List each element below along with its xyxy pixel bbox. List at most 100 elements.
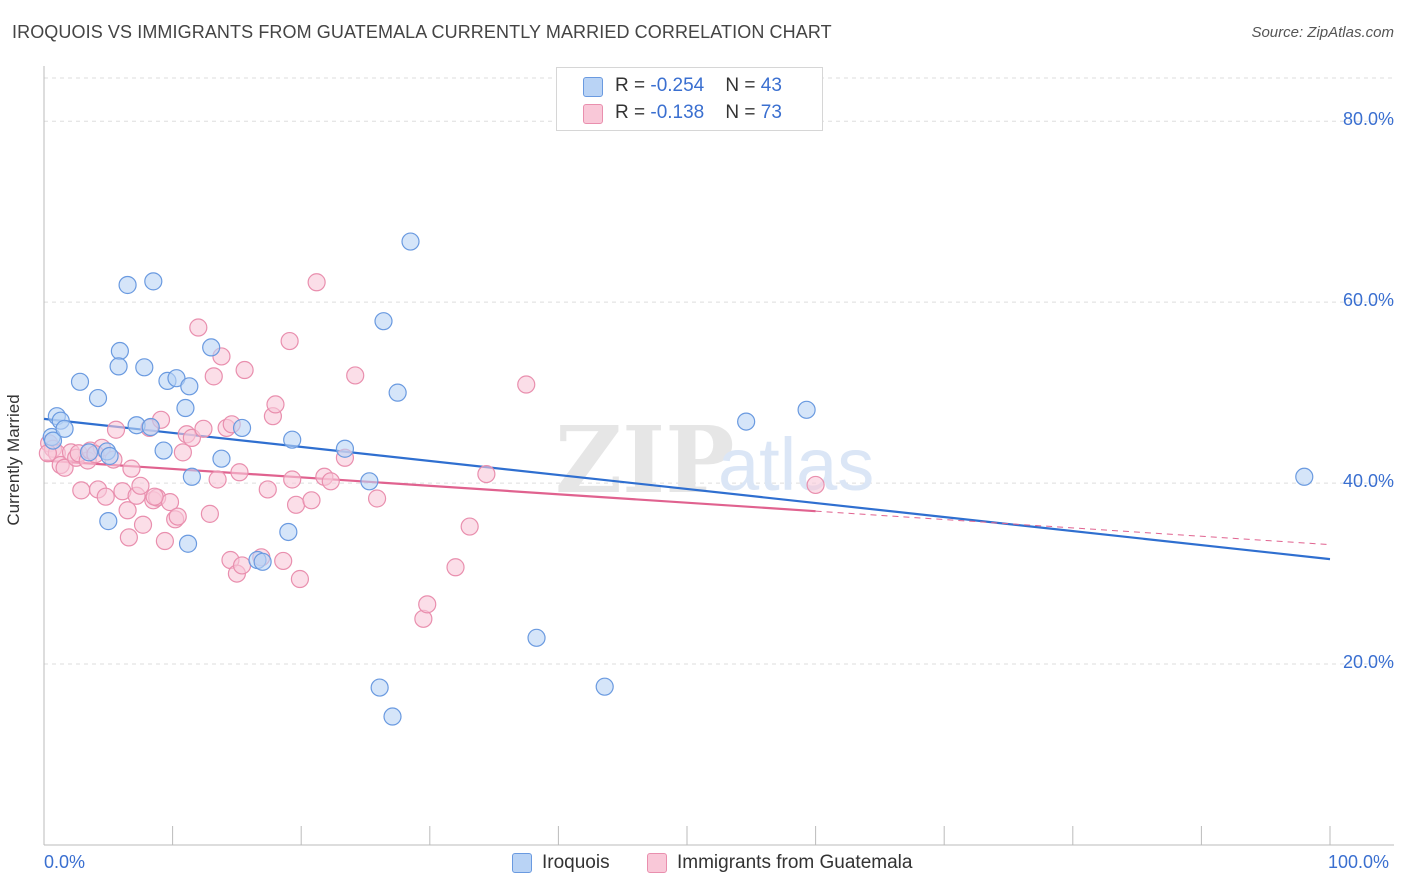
legend-swatch-blue	[583, 77, 603, 97]
guatemala-trend-extension	[815, 510, 1331, 546]
y-tick-label: 60.0%	[1342, 290, 1394, 311]
stats-legend: R = -0.254 N = 43 R = -0.138 N = 73	[556, 67, 823, 131]
iroquois-point	[737, 412, 756, 431]
iroquois-point	[797, 400, 816, 419]
guatemala-point	[307, 273, 326, 292]
guatemala-point	[106, 420, 126, 439]
guatemala-point	[806, 475, 825, 495]
y-tick-label: 80.0%	[1342, 109, 1394, 130]
iroquois-point	[99, 512, 118, 531]
guatemala-point	[208, 470, 227, 489]
legend-swatch-pink	[647, 853, 667, 873]
iroquois-point	[43, 431, 63, 450]
guatemala-point	[232, 556, 252, 575]
iroquois-point	[182, 467, 201, 486]
guatemala-point	[173, 443, 192, 462]
guatemala-point	[477, 464, 496, 484]
guatemala-point	[367, 489, 387, 508]
iroquois-point	[180, 377, 199, 396]
iroquois-point	[253, 552, 272, 571]
iroquois-point	[232, 418, 252, 438]
legend-label: Immigrants from Guatemala	[677, 852, 913, 873]
iroquois-point	[360, 472, 379, 491]
guatemala-point	[280, 331, 299, 351]
guatemala-trend-line	[43, 459, 816, 513]
legend-r-label: R =	[615, 102, 651, 123]
guatemala-point	[286, 495, 306, 514]
iroquois-point	[88, 388, 108, 408]
data-points	[38, 232, 1314, 726]
guatemala-point	[283, 470, 302, 489]
x-tick-label-min: 0.0%	[44, 852, 86, 872]
guatemala-point	[122, 459, 141, 478]
guatemala-point	[96, 487, 115, 506]
guatemala-point	[321, 472, 340, 491]
guatemala-point	[131, 476, 150, 495]
iroquois-point	[141, 417, 160, 437]
guatemala-point	[118, 501, 137, 520]
iroquois-point	[527, 628, 546, 647]
iroquois-trend-line	[43, 417, 1331, 561]
guatemala-point	[133, 515, 153, 534]
iroquois-point	[383, 707, 402, 726]
watermark-atlas: atlas	[718, 423, 874, 506]
iroquois-point	[370, 678, 389, 697]
y-tick-label: 20.0%	[1342, 652, 1394, 673]
guatemala-point	[290, 569, 310, 589]
guatemala-point	[168, 507, 187, 526]
legend-r-value: -0.254	[650, 75, 705, 96]
iroquois-point	[212, 449, 231, 468]
iroquois-point	[374, 312, 393, 331]
chart-title: IROQUOIS VS IMMIGRANTS FROM GUATEMALA CU…	[12, 22, 832, 42]
iroquois-point	[388, 383, 407, 402]
legend-swatch-pink	[583, 104, 603, 124]
iroquois-point	[154, 441, 173, 460]
iroquois-point	[176, 398, 195, 418]
guatemala-point	[200, 504, 219, 523]
iroquois-point	[595, 677, 614, 696]
guatemala-point	[55, 458, 74, 477]
guatemala-point	[145, 487, 164, 506]
iroquois-point	[283, 430, 302, 449]
iroquois-point	[1295, 467, 1314, 486]
guatemala-point	[155, 531, 174, 551]
guatemala-point	[517, 375, 536, 394]
source-credit: Source: ZipAtlas.com	[1251, 24, 1394, 41]
guatemala-point	[446, 558, 465, 577]
guatemala-point	[346, 366, 365, 385]
guatemala-point	[274, 551, 293, 571]
legend-n-label: N =	[725, 75, 761, 96]
iroquois-point	[279, 522, 298, 542]
guatemala-point	[204, 367, 223, 386]
legend-label: Iroquois	[542, 852, 610, 873]
iroquois-point	[70, 372, 90, 391]
iroquois-point	[178, 534, 198, 553]
legend-r-label: R =	[615, 75, 651, 96]
iroquois-point	[55, 419, 74, 438]
guatemala-point	[119, 528, 138, 547]
iroquois-point	[401, 232, 420, 251]
iroquois-point	[109, 357, 128, 376]
guatemala-point	[258, 480, 277, 499]
iroquois-point	[118, 275, 137, 295]
watermark-zip: ZIP	[555, 406, 734, 514]
iroquois-point	[110, 341, 129, 361]
iroquois-point	[202, 338, 221, 357]
legend-n-label: N =	[725, 102, 761, 123]
iroquois-point	[100, 446, 119, 466]
iroquois-point	[335, 439, 355, 458]
guatemala-point	[189, 318, 208, 337]
legend-r-value: -0.138	[650, 102, 705, 123]
guatemala-point	[235, 360, 254, 380]
legend-n-value: 73	[760, 102, 782, 123]
guatemala-point	[230, 463, 249, 482]
x-tick-label-max: 100.0%	[1328, 852, 1390, 872]
trend-lines	[43, 417, 1331, 561]
iroquois-point	[167, 369, 186, 388]
iroquois-point	[144, 272, 163, 291]
y-axis-title: Currently Married	[4, 394, 23, 526]
y-tick-label: 40.0%	[1342, 471, 1394, 492]
guatemala-point	[418, 595, 437, 614]
